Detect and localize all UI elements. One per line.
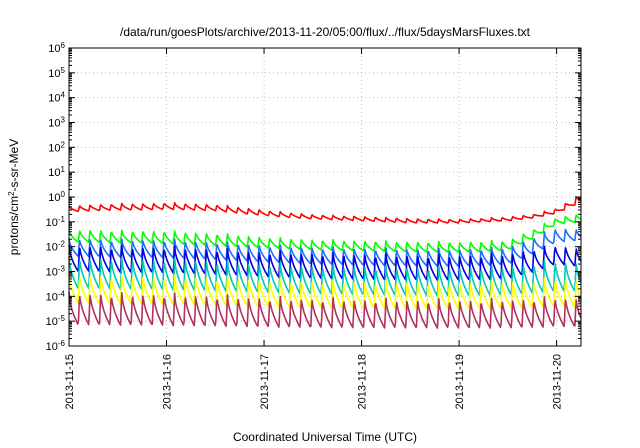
y-tick-label: 101 <box>48 165 65 180</box>
series-line-2 <box>68 214 582 253</box>
series-line-1 <box>68 196 582 224</box>
y-tick-base: 10 <box>48 43 60 55</box>
y-tick-base: 10 <box>48 167 60 179</box>
y-tick-base: 10 <box>46 341 58 353</box>
y-tick-base: 10 <box>48 142 60 154</box>
y-tick-exponent: -2 <box>58 239 66 248</box>
y-tick-base: 10 <box>46 242 58 254</box>
x-tick-label: 2013-11-17 <box>259 354 271 409</box>
series-line-3 <box>68 228 582 268</box>
y-axis-label-pre: protons/cm <box>7 196 21 255</box>
series-line-6 <box>68 273 582 310</box>
y-tick-label: 10-2 <box>46 239 66 254</box>
series-line-4 <box>68 244 582 282</box>
y-tick-exponent: 2 <box>61 140 66 149</box>
y-tick-base: 10 <box>46 291 58 303</box>
y-tick-label: 10-3 <box>46 264 66 279</box>
y-tick-exponent: 4 <box>61 90 66 99</box>
y-tick-exponent: 5 <box>61 65 66 74</box>
y-axis-ticks: 10-610-510-410-310-210-11001011021031041… <box>46 41 581 354</box>
y-tick-base: 10 <box>46 217 58 229</box>
y-tick-label: 104 <box>48 90 65 105</box>
series-line-7 <box>68 291 582 329</box>
y-tick-exponent: 1 <box>61 165 66 174</box>
grid-lines <box>69 48 581 346</box>
y-tick-label: 106 <box>48 41 65 56</box>
x-axis-ticks: 2013-11-15 2013-11-16 2013-11-17 2013-11-18… <box>64 48 564 409</box>
x-tick-label: 2013-11-19 <box>454 354 466 409</box>
series-line-5 <box>68 256 582 298</box>
y-tick-label: 102 <box>48 140 65 155</box>
y-tick-base: 10 <box>48 118 60 130</box>
y-tick-label: 103 <box>48 115 65 130</box>
x-tick-label: 2013-11-15 <box>64 354 76 409</box>
y-tick-exponent: 3 <box>61 115 66 124</box>
y-tick-label: 10-1 <box>46 214 66 229</box>
y-tick-base: 10 <box>48 68 60 80</box>
y-tick-exponent: -4 <box>58 289 66 298</box>
y-tick-base: 10 <box>46 316 58 328</box>
y-tick-base: 10 <box>48 192 60 204</box>
y-tick-label: 10-6 <box>46 339 66 354</box>
x-axis-label: Coordinated Universal Time (UTC) <box>233 430 417 444</box>
y-axis-label-sup: 2 <box>7 191 16 196</box>
y-tick-label: 100 <box>48 190 65 205</box>
series-lines <box>68 196 582 329</box>
y-tick-exponent: 6 <box>61 41 66 50</box>
y-tick-label: 105 <box>48 65 65 80</box>
chart-title: /data/run/goesPlots/archive/2013-11-20/0… <box>120 25 531 39</box>
x-tick-label: 2013-11-18 <box>357 354 369 409</box>
y-tick-exponent: -5 <box>58 314 66 323</box>
y-tick-base: 10 <box>48 93 60 105</box>
y-tick-base: 10 <box>46 267 58 279</box>
x-tick-label: 2013-11-16 <box>162 354 174 409</box>
y-tick-label: 10-4 <box>46 289 66 304</box>
y-tick-exponent: -6 <box>58 339 66 348</box>
y-tick-exponent: 0 <box>61 190 66 199</box>
y-tick-exponent: -3 <box>58 264 66 273</box>
x-tick-label: 2013-11-20 <box>552 354 564 409</box>
y-tick-exponent: -1 <box>58 214 66 223</box>
y-axis-label-post: -s-sr-MeV <box>7 139 21 192</box>
y-axis-label: protons/cm2-s-sr-MeV <box>7 139 22 255</box>
y-tick-label: 10-5 <box>46 314 66 329</box>
